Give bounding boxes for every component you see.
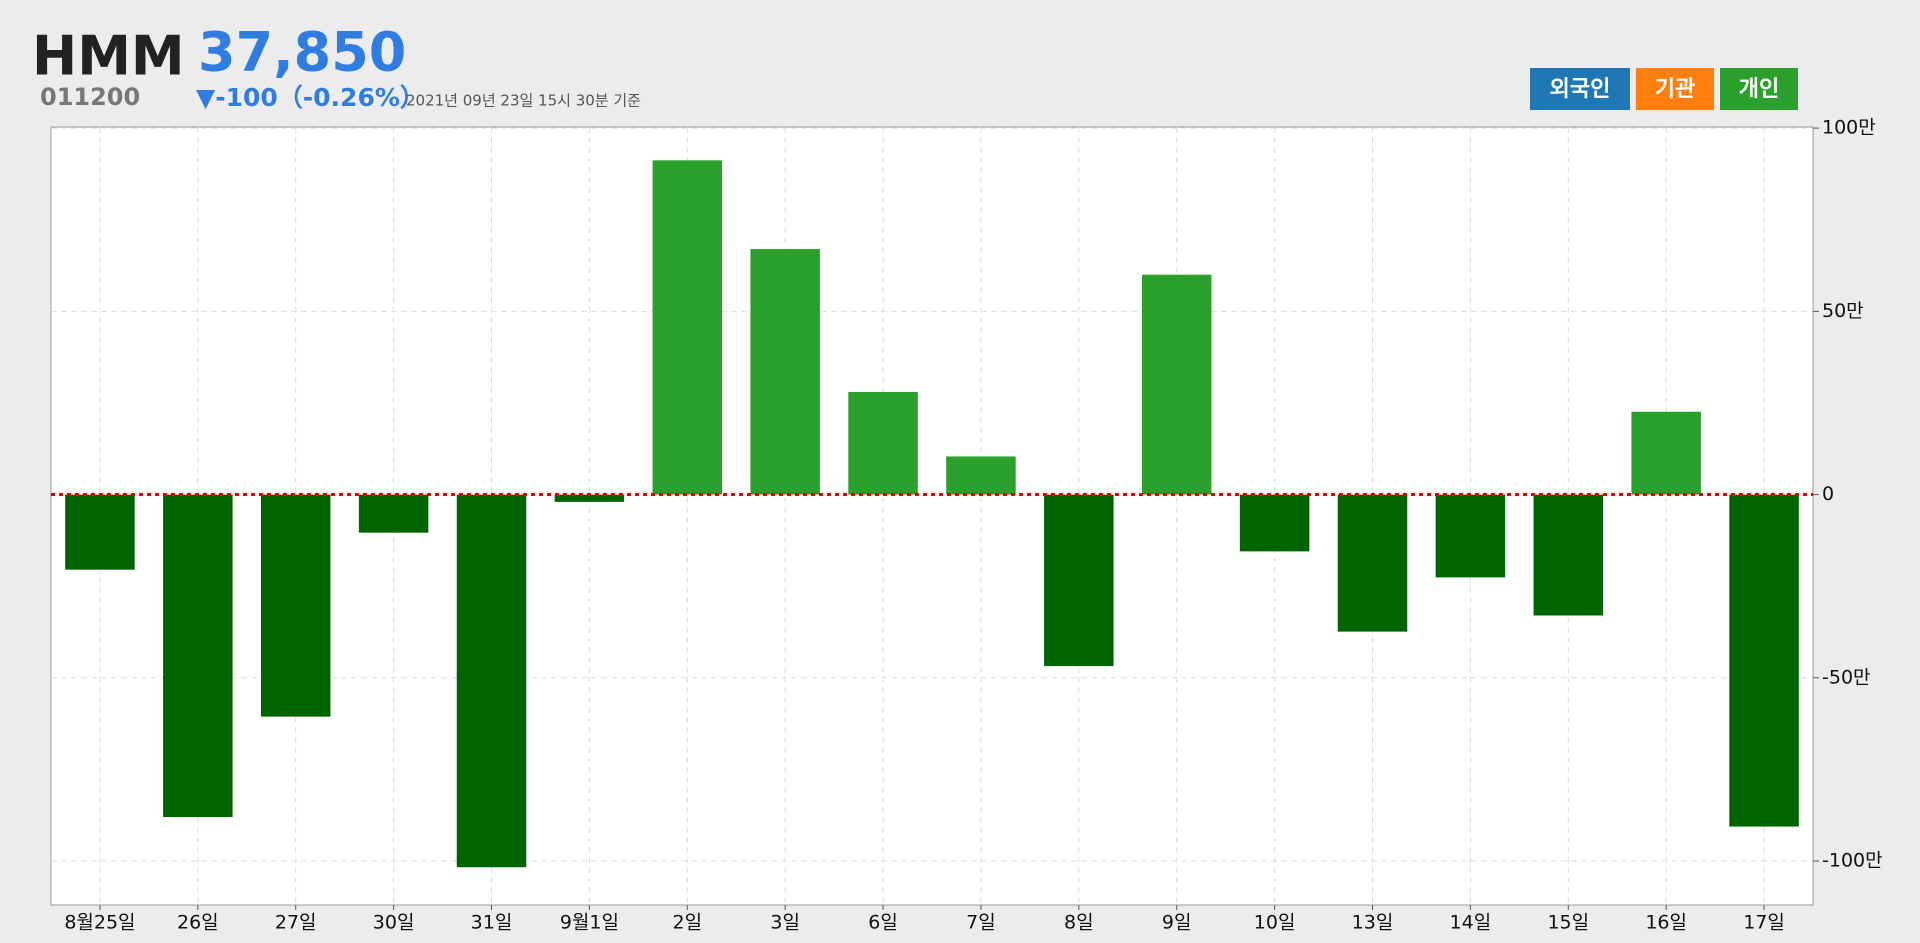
x-tick-label: 16일 xyxy=(1645,912,1687,934)
bar xyxy=(163,494,233,818)
stock-name: HMM xyxy=(32,25,185,88)
plot-area xyxy=(50,126,1814,906)
x-tick-label: 31일 xyxy=(471,912,513,934)
bar xyxy=(1044,494,1114,667)
filter-button[interactable] xyxy=(1636,68,1714,110)
x-tick-label: 15일 xyxy=(1547,912,1589,934)
bar xyxy=(260,494,331,717)
filter-button-label[interactable]: 외국인 xyxy=(1550,77,1611,102)
bar xyxy=(946,456,1016,495)
y-tick-label: 50만 xyxy=(1822,300,1864,322)
y-tick-label: 0 xyxy=(1822,483,1834,505)
bar xyxy=(1435,494,1506,578)
timestamp: 2021년 09년 23일 15시 30분 기준 xyxy=(406,92,641,110)
stock-code: 011200 xyxy=(40,83,140,111)
bar xyxy=(1631,411,1701,495)
x-tick-label: 8월25일 xyxy=(64,912,135,934)
filter-button[interactable] xyxy=(1720,68,1798,110)
x-tick-label: 8일 xyxy=(1064,912,1094,934)
filter-button-label[interactable]: 개인 xyxy=(1739,77,1779,102)
bar xyxy=(358,494,429,533)
y-tick-label: -100만 xyxy=(1822,850,1883,872)
bar xyxy=(1533,494,1604,616)
stock-price: 37,850 xyxy=(198,21,406,84)
x-tick-label: 6일 xyxy=(868,912,898,934)
x-tick-label: 9일 xyxy=(1162,912,1192,934)
y-tick-label: 100만 xyxy=(1822,117,1876,139)
x-tick-label: 10일 xyxy=(1254,912,1296,934)
x-tick-label: 13일 xyxy=(1352,912,1394,934)
y-tick-label: -50만 xyxy=(1822,666,1871,688)
x-tick-label: 9월1일 xyxy=(560,912,619,934)
x-tick-label: 3일 xyxy=(770,912,800,934)
bar xyxy=(1239,494,1310,552)
bar xyxy=(750,249,820,495)
bar xyxy=(456,494,527,868)
x-tick-label: 7일 xyxy=(966,912,996,934)
x-tick-label: 27일 xyxy=(275,912,317,934)
bar xyxy=(554,494,625,502)
x-tick-label: 2일 xyxy=(672,912,702,934)
x-tick-label: 17일 xyxy=(1743,912,1785,934)
bar xyxy=(848,391,918,495)
bar xyxy=(1337,494,1408,632)
filter-button-label[interactable]: 기관 xyxy=(1655,77,1695,102)
filter-button[interactable] xyxy=(1530,68,1630,110)
bar xyxy=(1729,494,1799,827)
price-change: ▼-100（-0.26%） xyxy=(196,83,425,112)
bar xyxy=(652,160,723,495)
x-tick-label: 14일 xyxy=(1450,912,1492,934)
x-tick-label: 26일 xyxy=(177,912,219,934)
bar xyxy=(1141,274,1212,495)
x-tick-label: 30일 xyxy=(373,912,415,934)
bar xyxy=(65,494,135,570)
